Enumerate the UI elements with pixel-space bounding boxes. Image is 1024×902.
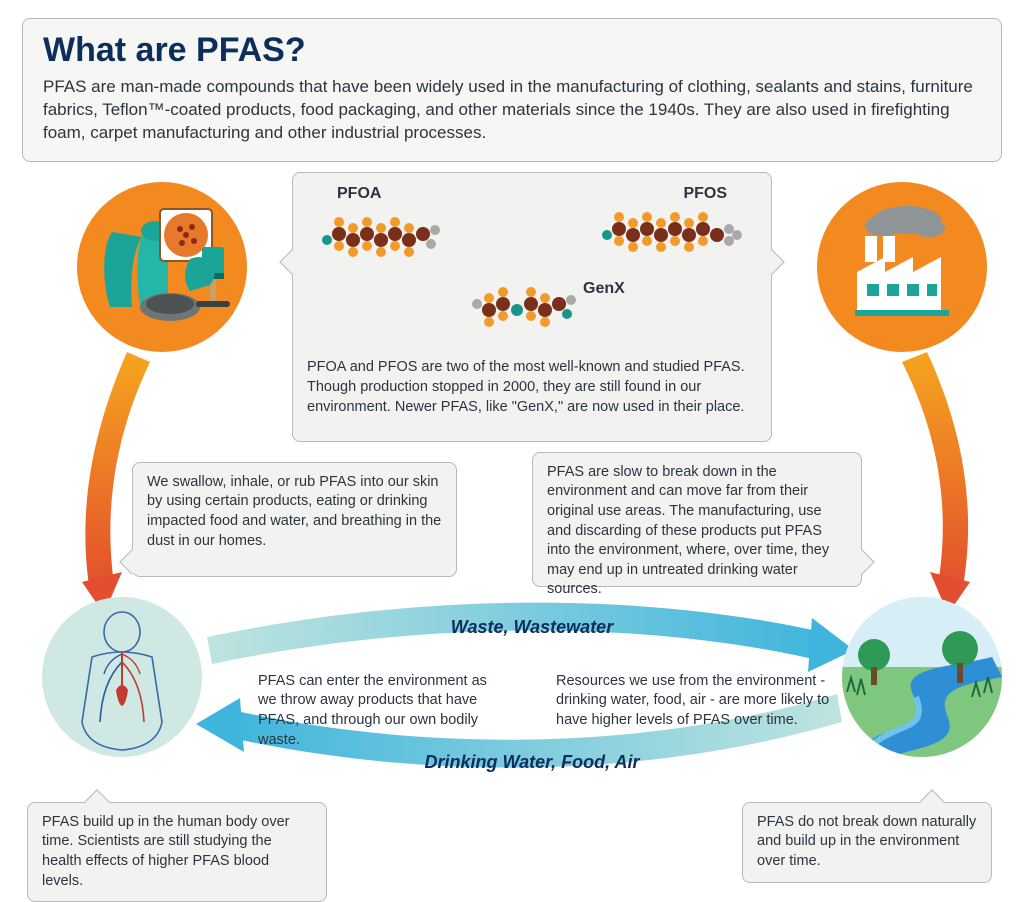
page-title: What are PFAS? bbox=[43, 31, 981, 70]
diagram-canvas: PFOA PFOS bbox=[22, 162, 1002, 882]
resources-text: Resources we use from the environment - … bbox=[556, 673, 829, 728]
resources-callout: Resources we use from the environment - … bbox=[542, 662, 847, 741]
human-body-icon bbox=[42, 597, 202, 757]
factory-icon bbox=[817, 182, 987, 352]
label-pfos: PFOS bbox=[683, 183, 727, 205]
molecules-callout: PFOA PFOS bbox=[292, 172, 772, 442]
header-description: PFAS are man-made compounds that have be… bbox=[43, 76, 981, 145]
label-genx: GenX bbox=[583, 278, 625, 300]
exposure-callout: We swallow, inhale, or rub PFAS into our… bbox=[132, 462, 457, 577]
exposure-text: We swallow, inhale, or rub PFAS into our… bbox=[147, 474, 441, 549]
molecule-diagrams-icon bbox=[307, 204, 757, 354]
header-callout: What are PFAS? PFAS are man-made compoun… bbox=[22, 18, 1002, 162]
river-nature-icon bbox=[842, 597, 1002, 757]
label-pfoa: PFOA bbox=[337, 183, 381, 205]
flow-label-waste: Waste, Wastewater bbox=[422, 617, 642, 638]
body-text: PFAS build up in the human body over tim… bbox=[42, 814, 289, 889]
breakdown-text: PFAS are slow to break down in the envir… bbox=[547, 464, 829, 597]
products-icon bbox=[77, 182, 247, 352]
waste-callout: PFAS can enter the environment as we thr… bbox=[244, 662, 519, 760]
breakdown-callout: PFAS are slow to break down in the envir… bbox=[532, 452, 862, 587]
arrow-factory-to-environment bbox=[902, 352, 968, 592]
waste-text: PFAS can enter the environment as we thr… bbox=[258, 673, 487, 748]
env-text: PFAS do not break down naturally and bui… bbox=[757, 814, 976, 869]
body-callout: PFAS build up in the human body over tim… bbox=[27, 802, 327, 902]
molecules-description: PFOA and PFOS are two of the most well-k… bbox=[307, 358, 757, 417]
environment-callout: PFAS do not break down naturally and bui… bbox=[742, 802, 992, 883]
